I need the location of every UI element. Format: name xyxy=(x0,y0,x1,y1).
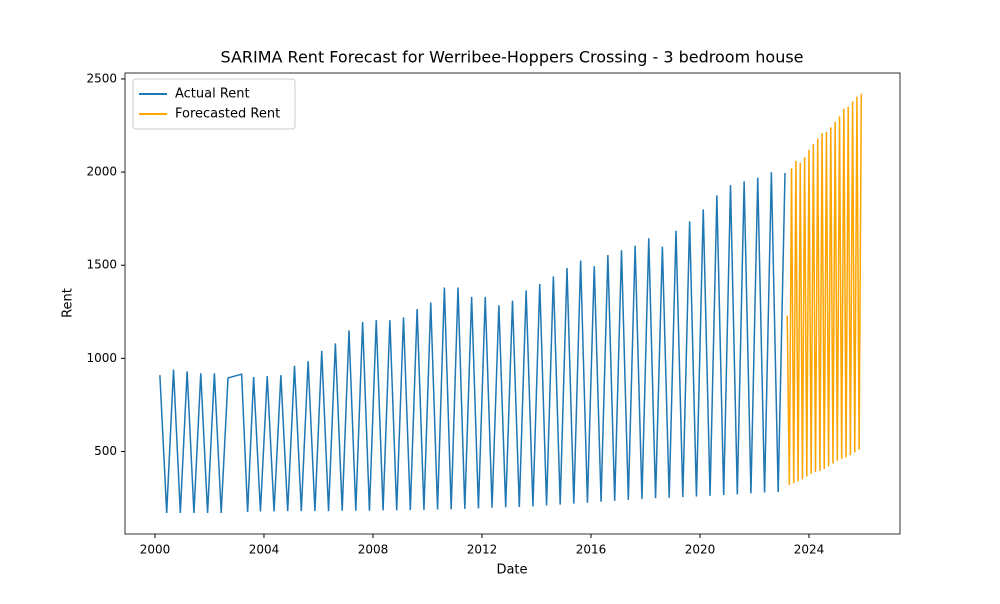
series-line xyxy=(159,172,786,513)
y-tick-label: 1500 xyxy=(86,258,117,272)
x-tick-label: 2024 xyxy=(794,543,825,557)
plot-frame xyxy=(124,72,901,535)
y-tick-label: 500 xyxy=(94,444,117,458)
x-tick-label: 2016 xyxy=(576,543,607,557)
x-tick-label: 2020 xyxy=(685,543,716,557)
series-line xyxy=(786,93,863,486)
x-tick-label: 2012 xyxy=(467,543,498,557)
y-tick-label: 2000 xyxy=(86,165,117,179)
chart-title: SARIMA Rent Forecast for Werribee-Hopper… xyxy=(220,48,803,67)
legend-label: Forecasted Rent xyxy=(175,107,280,122)
y-axis-label: Rent xyxy=(61,288,76,318)
x-tick-label: 2004 xyxy=(249,543,280,557)
x-axis-label: Date xyxy=(496,563,527,578)
y-tick-label: 1000 xyxy=(86,351,117,365)
x-tick-label: 2008 xyxy=(358,543,389,557)
x-tick-label: 2000 xyxy=(140,543,171,557)
legend-label: Actual Rent xyxy=(175,87,250,102)
legend-box xyxy=(132,78,296,130)
y-tick-label: 2500 xyxy=(86,71,117,85)
